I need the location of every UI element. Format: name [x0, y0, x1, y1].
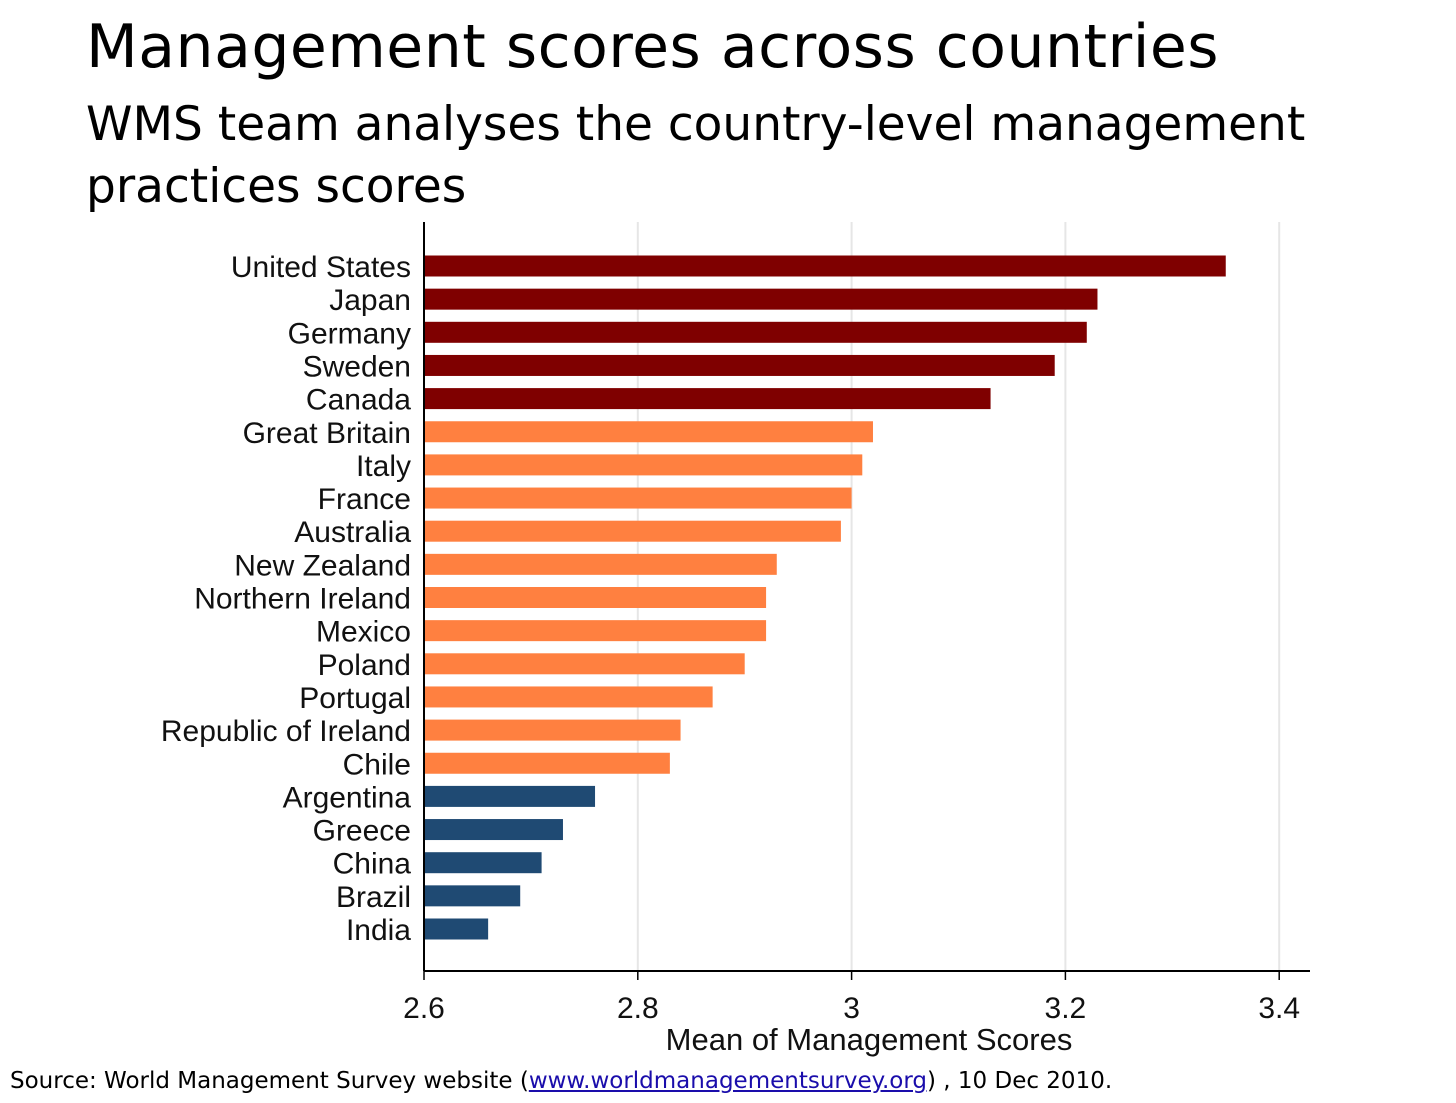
- category-label: Japan: [329, 284, 411, 317]
- bar: [425, 785, 596, 807]
- category-label: Great Britain: [243, 417, 411, 450]
- bar: [425, 288, 1098, 310]
- bar: [425, 553, 777, 575]
- bar: [425, 321, 1087, 343]
- bar: [425, 918, 489, 940]
- bar: [425, 752, 670, 774]
- category-label: Sweden: [303, 350, 411, 383]
- category-label: Argentina: [283, 781, 412, 814]
- category-label: Poland: [318, 649, 411, 682]
- category-label: United States: [231, 251, 411, 284]
- bar: [425, 885, 521, 907]
- source-note: Source: World Management Survey website …: [10, 1068, 1112, 1094]
- category-label: Italy: [356, 450, 411, 483]
- category-label: Mexico: [316, 616, 411, 649]
- category-label: Canada: [306, 384, 411, 417]
- source-prefix: Source: World Management Survey website …: [10, 1068, 529, 1094]
- x-tick-label: 3.2: [1045, 992, 1087, 1025]
- bars: [425, 255, 1226, 940]
- bar: [425, 520, 841, 542]
- bar: [425, 819, 563, 841]
- chart-title: Management scores across countries: [86, 12, 1220, 82]
- bar: [425, 587, 767, 608]
- category-label: Republic of Ireland: [161, 715, 411, 748]
- category-label: New Zealand: [234, 549, 411, 582]
- bar: [425, 255, 1226, 277]
- category-label: Greece: [313, 815, 411, 848]
- bar: [425, 354, 1055, 376]
- x-tick-label: 3: [843, 992, 860, 1025]
- category-label: India: [346, 914, 411, 947]
- bar: [425, 620, 767, 642]
- category-label: Brazil: [336, 881, 411, 914]
- category-label: Germany: [288, 317, 411, 350]
- bar: [425, 719, 681, 741]
- category-label: Chile: [343, 748, 411, 781]
- gridlines: [636, 222, 1281, 971]
- bar: [425, 686, 713, 708]
- category-label: Australia: [294, 516, 411, 549]
- bar: [425, 487, 852, 509]
- bar: [425, 852, 542, 874]
- bar: [425, 388, 991, 410]
- chart-subtitle: WMS team analyses the country-level mana…: [86, 97, 1306, 214]
- category-label: Northern Ireland: [194, 583, 411, 616]
- category-label: France: [318, 483, 411, 516]
- axes: 2.6 2.8 3 3.2 3.4: [403, 222, 1310, 1025]
- category-labels: United StatesJapanGermanySwedenCanadaGre…: [161, 251, 411, 947]
- x-tick-label: 2.6: [403, 992, 445, 1025]
- source-link[interactable]: www.worldmanagementsurvey.org: [528, 1068, 927, 1094]
- source-suffix: ) , 10 Dec 2010.: [927, 1068, 1113, 1094]
- x-tick-label: 3.4: [1258, 992, 1300, 1025]
- bar: [425, 653, 745, 675]
- category-label: Portugal: [299, 682, 411, 715]
- bar: [425, 454, 863, 476]
- x-tick-label: 2.8: [617, 992, 659, 1025]
- x-axis-title: Mean of Management Scores: [666, 1022, 1073, 1057]
- category-label: China: [333, 848, 412, 881]
- bar: [425, 421, 873, 443]
